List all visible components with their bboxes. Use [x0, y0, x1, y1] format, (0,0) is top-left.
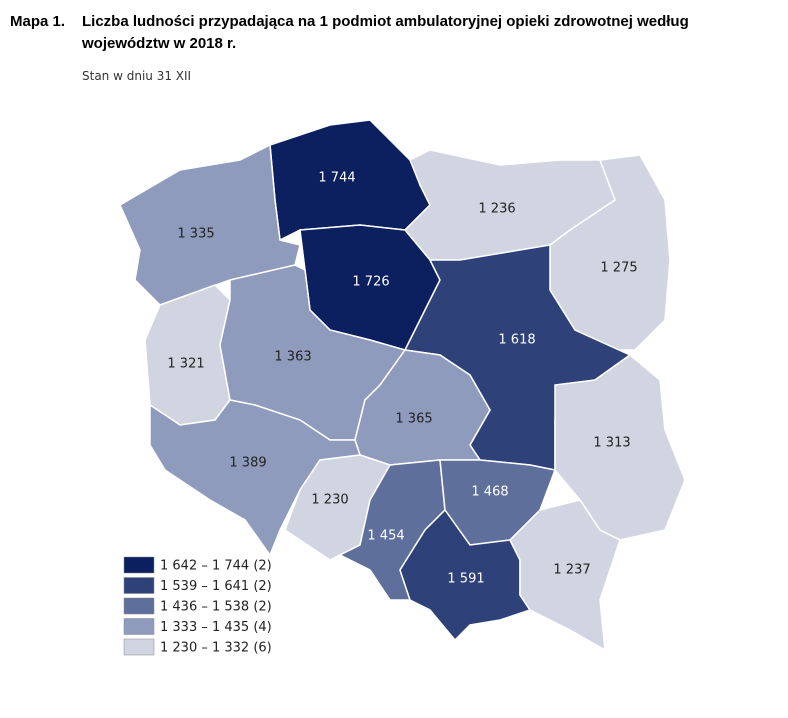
map [119, 119, 686, 652]
title-line: Liczba ludności przypadająca na 1 podmio… [82, 13, 689, 30]
subtitle: Stan w dniu 31 XII [82, 69, 191, 83]
region-label: 1 365 [395, 412, 432, 427]
legend-swatch [123, 638, 155, 656]
region-labels: 1 744 1 335 1 236 1 275 1 726 1 321 1 36… [167, 171, 637, 587]
region-label: 1 230 [311, 493, 348, 508]
map-number: Mapa 1. [10, 13, 65, 30]
region-label: 1 363 [274, 350, 311, 365]
legend-swatch [123, 618, 155, 635]
region-label: 1 335 [177, 227, 214, 242]
region-label: 1 236 [478, 202, 515, 217]
legend-label: 1 230 – 1 332 (6) [160, 641, 272, 656]
region-label: 1 618 [498, 333, 535, 348]
region-label: 1 275 [600, 261, 637, 276]
region-label: 1 237 [553, 563, 590, 578]
legend-label: 1 539 – 1 641 (2) [160, 579, 272, 594]
title-line: województw w 2018 r. [81, 35, 236, 52]
legend-label: 1 642 – 1 744 (2) [160, 559, 272, 574]
region-label: 1 389 [229, 456, 266, 471]
region-label: 1 726 [352, 275, 389, 290]
legend-label: 1 333 – 1 435 (4) [160, 620, 272, 635]
legend-swatch [123, 577, 155, 594]
region [509, 499, 621, 652]
region-label: 1 454 [367, 529, 404, 544]
legend-swatch [123, 556, 155, 574]
legend-swatch [123, 597, 155, 615]
region [144, 284, 231, 426]
legend: 1 642 – 1 744 (2) 1 539 – 1 641 (2) 1 436 … [123, 556, 272, 656]
legend-label: 1 436 – 1 538 (2) [160, 600, 272, 615]
region-label: 1 313 [593, 436, 630, 451]
region [554, 354, 686, 541]
region-label: 1 591 [447, 572, 484, 587]
region-label: 1 321 [167, 357, 204, 372]
region [119, 143, 301, 306]
region-label: 1 744 [318, 171, 355, 186]
region-label: 1 468 [471, 485, 508, 500]
